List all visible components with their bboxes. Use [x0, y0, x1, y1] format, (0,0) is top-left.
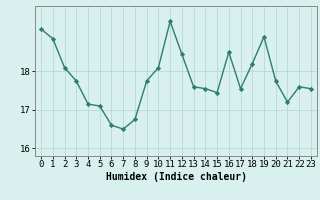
- X-axis label: Humidex (Indice chaleur): Humidex (Indice chaleur): [106, 172, 246, 182]
